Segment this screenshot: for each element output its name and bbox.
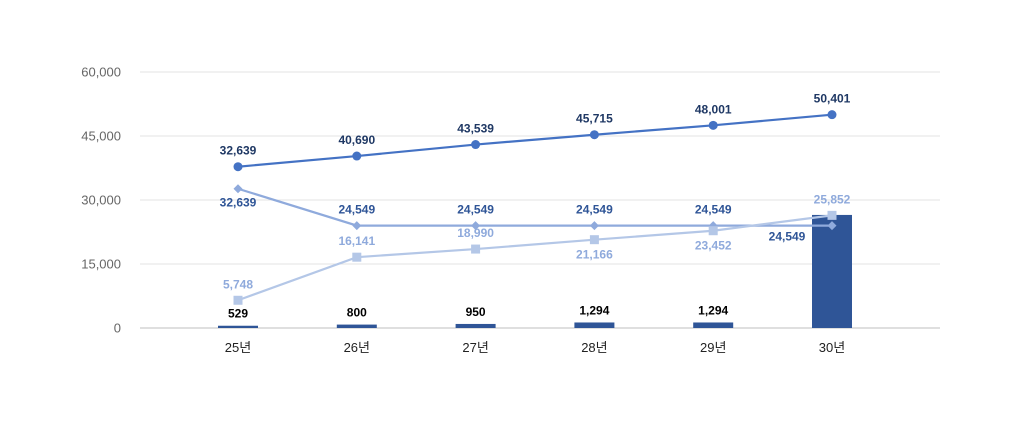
line-data-label-circle: 32,639 [220,144,257,158]
point-diamond [471,221,481,231]
line-data-label-diamond: 24,549 [338,203,375,217]
line-data-label-circle: 50,401 [814,92,851,106]
bar-data-label: 1,294 [698,303,728,317]
point-square [471,244,481,254]
x-category-label: 28년 [581,340,607,355]
point-circle [471,140,481,150]
bar-29년 [693,322,734,328]
point-circle [708,120,718,130]
line-data-label-square: 18,990 [457,226,494,240]
point-square [589,235,599,245]
point-circle [233,162,243,172]
y-tick-label: 15,000 [81,257,121,272]
point-circle [589,130,599,140]
y-tick-label: 30,000 [81,193,121,208]
y-tick-label: 45,000 [81,129,121,144]
line-data-label-square: 25,852 [814,192,851,206]
x-category-label: 26년 [344,340,370,355]
point-circle [352,151,362,161]
bar-data-label: 1,294 [579,303,609,317]
line-circle [237,113,833,168]
line-data-label-circle: 48,001 [695,102,732,116]
line-data-label-diamond: 24,549 [457,203,494,217]
bar-27년 [455,323,496,328]
point-diamond [827,221,837,231]
bar-30년 [812,214,852,328]
line-data-label-diamond: 32,639 [220,196,257,210]
x-category-label: 27년 [462,340,488,355]
bar-data-label: 950 [466,305,486,319]
line-data-label-square: 21,166 [576,248,613,262]
x-category-label: 25년 [225,340,251,355]
line-data-label-circle: 45,715 [576,112,613,126]
line-data-label-diamond: 24,549 [576,203,613,217]
point-square [708,226,718,236]
bar-data-label: 529 [228,307,248,321]
data-labels: 529 800 950 1,294 1,294 32,639 40,690 43,539 45,… [220,92,851,321]
line-data-label-diamond: 24,549 [695,203,732,217]
line-data-label-square: 5,748 [223,277,253,291]
line-data-label-square: 23,452 [695,239,732,253]
x-axis-categories: 25년 26년 27년 28년 29년 30년 [225,340,845,355]
x-category-label: 30년 [819,340,845,355]
bar-28년 [574,322,615,328]
line-series [233,110,837,305]
y-axis-ticks: 0 15,000 30,000 45,000 60,000 [81,65,121,336]
point-diamond [352,221,362,231]
point-square [352,252,362,262]
line-data-label-square: 16,141 [338,234,375,248]
line-data-label-circle: 43,539 [457,122,494,136]
line-data-label-circle: 40,690 [338,133,375,147]
bar-26년 [336,324,377,328]
bar-25년 [218,325,258,328]
point-square [827,210,837,220]
x-category-label: 29년 [700,340,726,355]
point-diamond [589,221,599,231]
bar-series [218,214,852,328]
point-diamond [233,184,243,194]
point-square [233,295,243,305]
line-data-label-diamond: 24,549 [769,230,806,244]
line-square [237,214,833,302]
line-diamond [237,187,832,227]
point-circle [827,110,837,120]
bar-data-label: 800 [347,306,367,320]
y-tick-label: 0 [114,321,121,336]
y-tick-label: 60,000 [81,65,121,80]
